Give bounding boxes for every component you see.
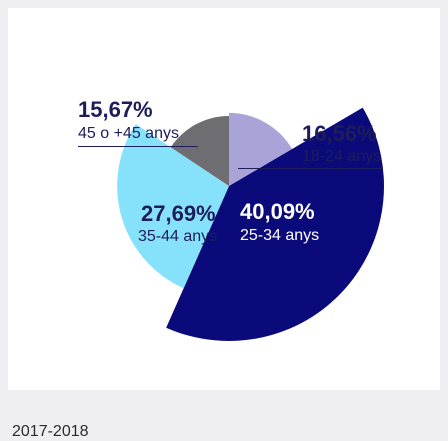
slice-45-plus-label: 45 o +45 anys	[78, 125, 179, 142]
slice-35-44-label: 35-44 anys	[138, 228, 218, 245]
period-label: 2017-2018	[12, 423, 89, 440]
slice-35-44	[117, 124, 229, 289]
slice-18-24	[229, 112, 293, 186]
slice-18-24-label: 18-24 anys	[302, 148, 382, 165]
slice-25-34-label: 25-34 anys	[240, 227, 320, 244]
slice-45-plus-rule	[78, 146, 198, 147]
slice-18-24-rule	[238, 168, 383, 169]
slice-35-44-percent: 27,69%	[141, 201, 216, 226]
slice-45-plus	[170, 116, 229, 186]
slice-25-34-percent: 40,09%	[240, 199, 315, 224]
slice-45-plus-percent: 15,67%	[78, 97, 153, 122]
slice-18-24-percent: 16,56%	[302, 121, 377, 146]
slice-25-34	[166, 107, 384, 342]
